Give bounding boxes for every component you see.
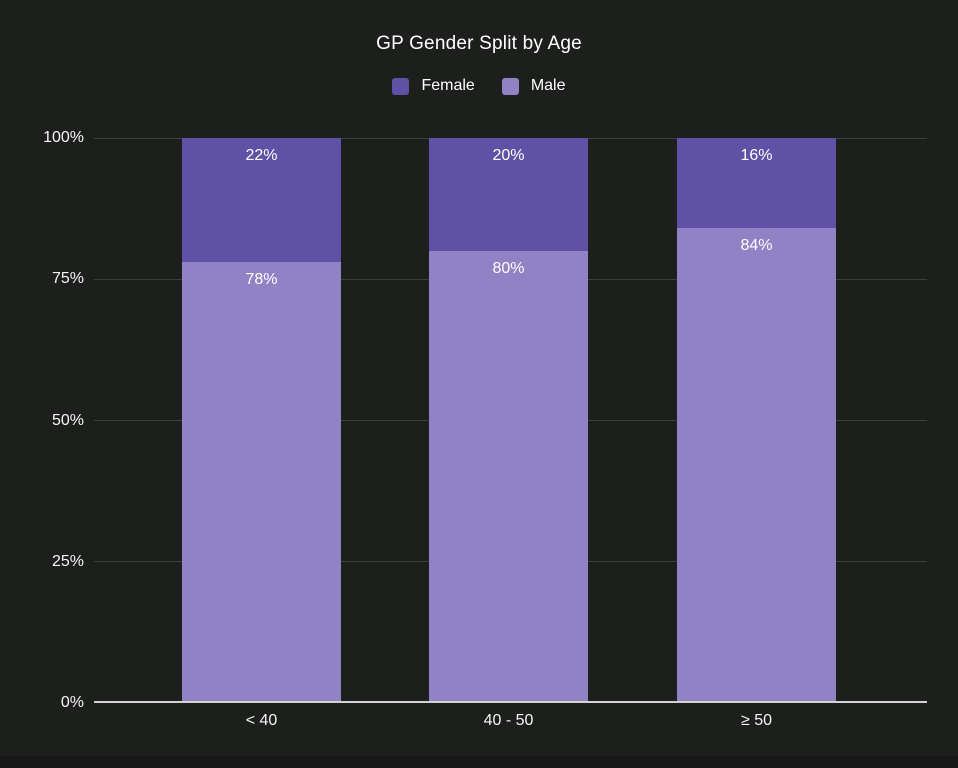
- segment-female: 16%: [677, 138, 836, 229]
- value-label-female: 16%: [740, 147, 773, 164]
- chart-title: GP Gender Split by Age: [376, 33, 582, 54]
- y-tick-label: 50%: [51, 411, 84, 429]
- bar-column: 22% 78%: [182, 138, 341, 703]
- value-label-male: 78%: [245, 271, 278, 289]
- value-label-female: 20%: [492, 147, 525, 164]
- bottom-edge: [0, 756, 958, 768]
- legend-item-male: Male: [501, 77, 566, 95]
- x-tick-label: < 40: [245, 712, 278, 729]
- x-axis-baseline: [94, 701, 927, 703]
- x-tick-label: 40 - 50: [483, 712, 534, 729]
- male-swatch-icon: [501, 77, 519, 95]
- y-tick-label: 75%: [51, 270, 84, 288]
- segment-female: 22%: [182, 138, 341, 263]
- segment-male: 78%: [182, 262, 341, 703]
- legend: Female Male: [0, 77, 958, 95]
- legend-label-male: Male: [530, 77, 566, 94]
- legend-item-female: Female: [392, 77, 475, 95]
- plot-area: 22% 78% 20% 80% 16% 84%: [94, 137, 927, 703]
- value-label-male: 84%: [740, 237, 773, 255]
- legend-label-female: Female: [421, 77, 475, 94]
- value-label-male: 80%: [492, 260, 525, 277]
- y-tick-label: 25%: [51, 552, 84, 570]
- bar-column: 16% 84%: [677, 138, 836, 703]
- segment-male: 80%: [429, 251, 588, 703]
- segment-male: 84%: [677, 228, 836, 703]
- segment-female: 20%: [429, 138, 588, 251]
- y-tick-label: 100%: [43, 129, 84, 146]
- x-tick-label: ≥ 50: [740, 712, 773, 729]
- value-label-female: 22%: [245, 147, 278, 164]
- bar-column: 20% 80%: [429, 138, 588, 703]
- y-tick-label: 0%: [60, 694, 84, 711]
- female-swatch-icon: [392, 77, 410, 95]
